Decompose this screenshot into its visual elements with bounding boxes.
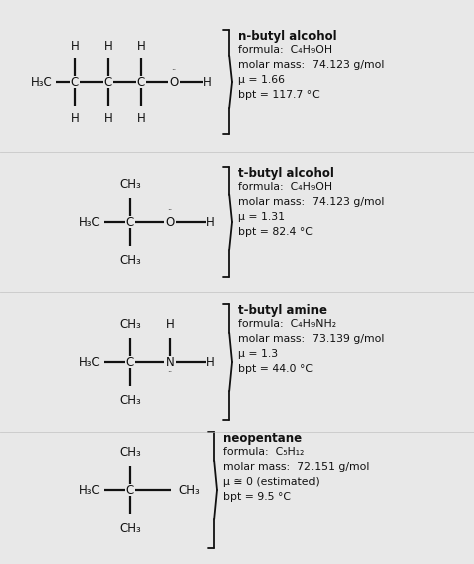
Text: ··: ·· [172, 67, 177, 76]
Text: formula:  C₄H₉OH: formula: C₄H₉OH [238, 45, 332, 55]
Text: molar mass:  74.123 g/mol: molar mass: 74.123 g/mol [238, 60, 384, 70]
Text: N: N [165, 355, 174, 368]
Text: H: H [104, 112, 112, 125]
Text: C: C [71, 76, 79, 89]
Text: H: H [206, 355, 214, 368]
Text: H₃C: H₃C [31, 76, 53, 89]
Text: CH₃: CH₃ [119, 318, 141, 331]
Text: O: O [169, 76, 179, 89]
Text: bpt = 117.7 °C: bpt = 117.7 °C [238, 90, 320, 100]
Text: t-butyl alcohol: t-butyl alcohol [238, 167, 334, 180]
Text: CH₃: CH₃ [119, 522, 141, 535]
Text: C: C [126, 483, 134, 496]
Text: C: C [126, 355, 134, 368]
Text: μ = 1.66: μ = 1.66 [238, 75, 285, 85]
Text: H: H [165, 318, 174, 331]
Text: H₃C: H₃C [79, 215, 101, 228]
Text: H: H [137, 39, 146, 52]
Text: CH₃: CH₃ [178, 483, 200, 496]
Text: n-butyl alcohol: n-butyl alcohol [238, 30, 337, 43]
Text: H: H [104, 39, 112, 52]
Text: H: H [137, 112, 146, 125]
Text: molar mass:  72.151 g/mol: molar mass: 72.151 g/mol [223, 462, 369, 472]
Text: μ = 1.3: μ = 1.3 [238, 349, 278, 359]
Text: CH₃: CH₃ [119, 394, 141, 407]
Text: H: H [206, 215, 214, 228]
Text: bpt = 44.0 °C: bpt = 44.0 °C [238, 364, 313, 374]
Text: bpt = 9.5 °C: bpt = 9.5 °C [223, 492, 291, 502]
Text: ··: ·· [167, 206, 173, 215]
Text: C: C [137, 76, 145, 89]
Text: formula:  C₄H₉NH₂: formula: C₄H₉NH₂ [238, 319, 336, 329]
Text: H: H [71, 39, 79, 52]
Text: H: H [71, 112, 79, 125]
Text: formula:  C₄H₉OH: formula: C₄H₉OH [238, 182, 332, 192]
Text: t-butyl amine: t-butyl amine [238, 304, 327, 317]
Text: molar mass:  74.123 g/mol: molar mass: 74.123 g/mol [238, 197, 384, 207]
Text: CH₃: CH₃ [119, 178, 141, 191]
Text: H₃C: H₃C [79, 483, 101, 496]
Text: molar mass:  73.139 g/mol: molar mass: 73.139 g/mol [238, 334, 384, 344]
Text: O: O [165, 215, 174, 228]
Text: C: C [104, 76, 112, 89]
Text: μ = 1.31: μ = 1.31 [238, 212, 285, 222]
Text: H₃C: H₃C [79, 355, 101, 368]
Text: C: C [126, 215, 134, 228]
Text: CH₃: CH₃ [119, 253, 141, 267]
Text: H: H [202, 76, 211, 89]
Text: CH₃: CH₃ [119, 446, 141, 459]
Text: μ ≅ 0 (estimated): μ ≅ 0 (estimated) [223, 477, 320, 487]
Text: ··: ·· [167, 368, 173, 377]
Text: neopentane: neopentane [223, 432, 302, 445]
Text: formula:  C₅H₁₂: formula: C₅H₁₂ [223, 447, 304, 457]
Text: bpt = 82.4 °C: bpt = 82.4 °C [238, 227, 313, 237]
